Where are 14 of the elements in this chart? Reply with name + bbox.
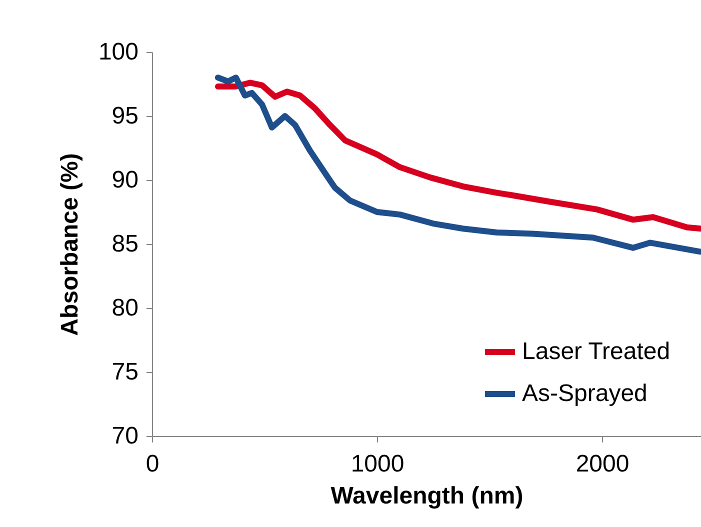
legend-label: Laser Treated xyxy=(522,338,670,365)
y-tick-label: 70 xyxy=(112,422,138,450)
y-tick-label: 95 xyxy=(112,102,138,130)
x-axis-title: Wavelength (nm) xyxy=(330,482,524,510)
y-axis-title: Absorbance (%) xyxy=(56,153,84,336)
y-tick-label: 85 xyxy=(112,230,138,258)
y-tick-label: 75 xyxy=(112,358,138,386)
x-tick-label: 1000 xyxy=(350,450,404,478)
x-tick-label: 2000 xyxy=(576,450,630,478)
y-tick-label: 90 xyxy=(112,166,138,194)
legend-label: As-Sprayed xyxy=(522,380,648,407)
x-tick-label: 0 xyxy=(146,450,160,478)
y-tick-label: 80 xyxy=(112,294,138,322)
y-tick-label: 100 xyxy=(98,38,138,66)
